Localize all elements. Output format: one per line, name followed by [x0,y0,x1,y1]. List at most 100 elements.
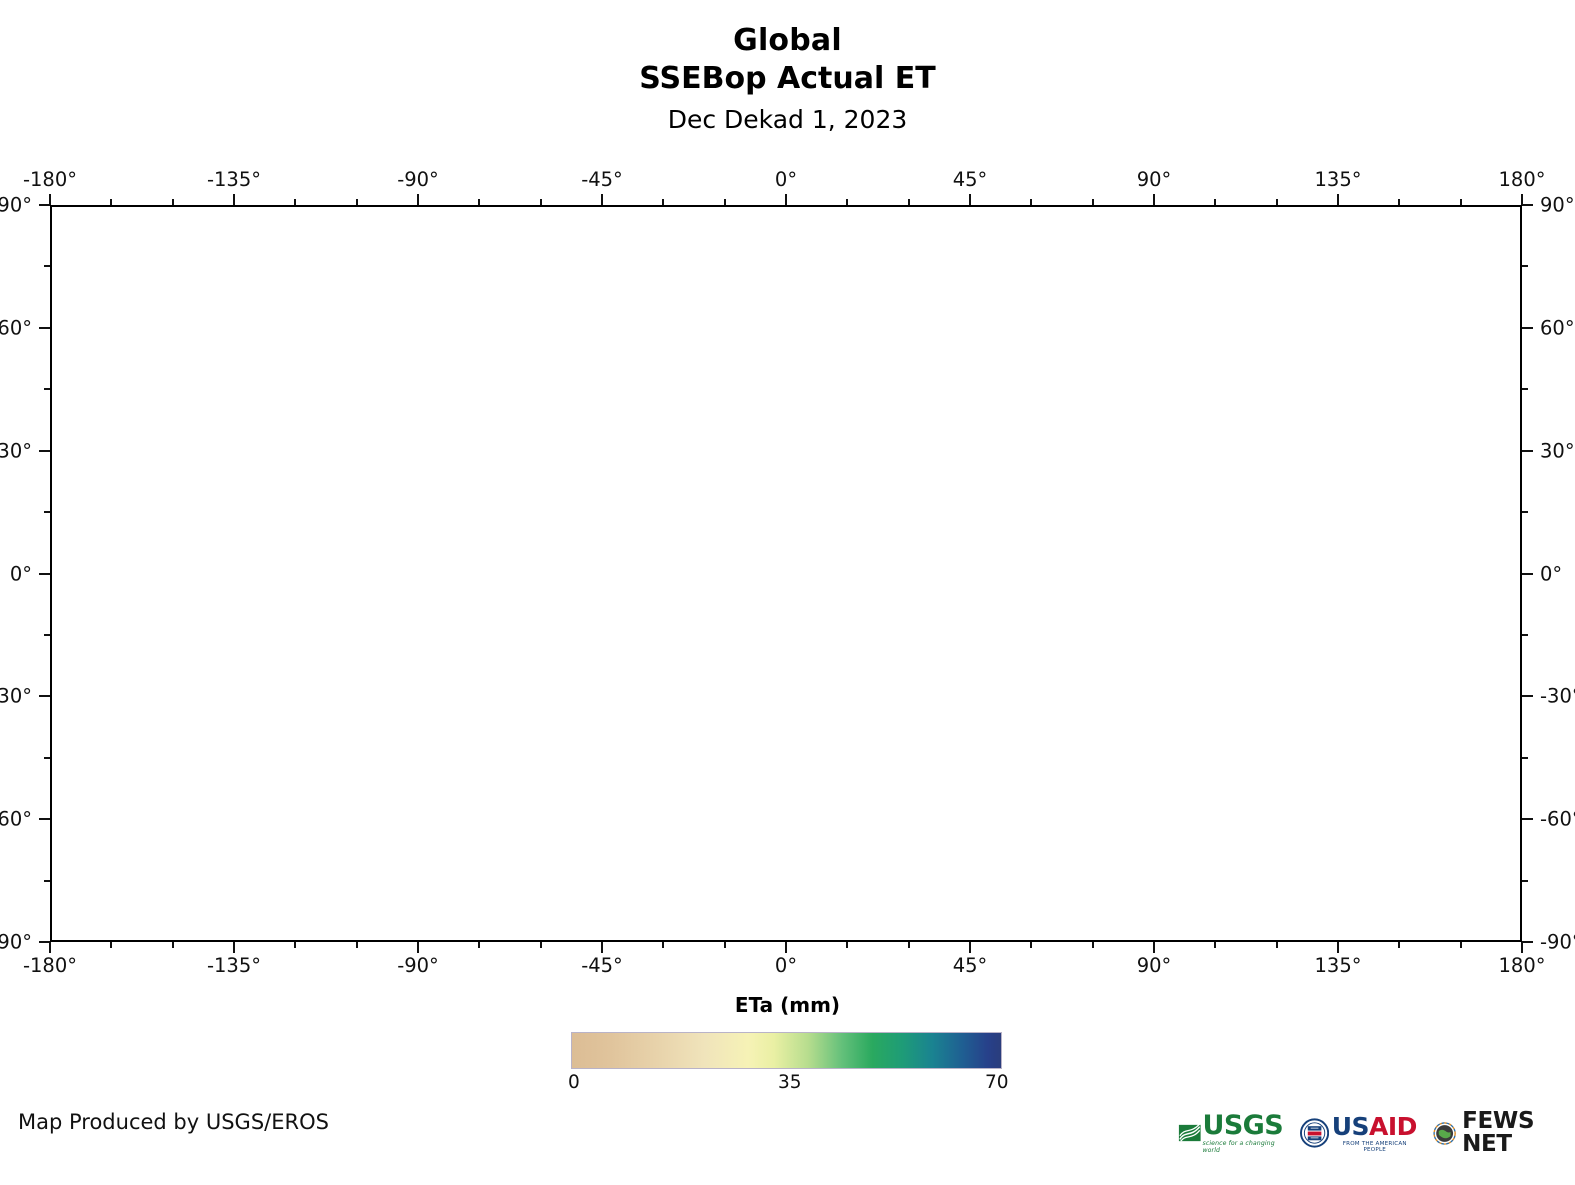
xtick-top-150 [1398,199,1401,205]
xtick-top-15 [846,199,849,205]
ytick-right-90 [1522,204,1533,206]
ytick-right-30 [1522,449,1533,452]
ylabel-right--90: -90° [1540,930,1575,954]
xtick-bottom--30 [662,942,665,948]
xtick-bottom-120 [1275,942,1278,948]
colorbar-min-label: 0 [568,1072,580,1093]
xtick-top--90 [417,194,419,205]
xtick-top--15 [723,199,726,205]
ytick-right--60 [1522,818,1533,821]
page-subtitle: SSEBop Actual ET [639,61,936,97]
ytick-left--45 [44,756,50,759]
map-plot [50,205,1522,942]
xtick-bottom--45 [601,942,603,953]
ylabel-right-0: 0° [1540,562,1563,585]
logo-strip: USGS science for a changing world USAID … [1178,1110,1575,1156]
ytick-left-30 [39,449,50,452]
ytick-left--60 [39,818,50,821]
xtick-top-165 [1459,199,1462,205]
usaid-wordmark: USAID [1332,1114,1418,1139]
ytick-right-15 [1522,511,1528,514]
xtick-bottom--165 [110,942,113,948]
xtick-bottom--15 [723,942,726,948]
xtick-top--150 [171,199,174,205]
map-credit: Map Produced by USGS/EROS [18,1110,329,1134]
xlabel-bottom-0: 0° [774,954,798,977]
ytick-left-15 [44,511,50,514]
xtick-top--60 [539,199,542,205]
xlabel-bottom--135: -135° [206,954,262,977]
xtick-top-60 [1030,199,1033,205]
xlabel-top--90: -90° [397,168,439,191]
ytick-left--15 [44,633,50,636]
xtick-top-30 [907,199,910,205]
ytick-right--90 [1522,941,1533,943]
xlabel-bottom--45: -45° [581,954,623,977]
xtick-top-0 [785,194,787,205]
colorbar-gradient [571,1032,1002,1069]
ylabel-left-60: 60° [0,316,32,340]
ytick-right-0 [1522,572,1533,575]
xtick-bottom--180 [49,942,51,953]
usaid-tagline: FROM THE AMERICAN PEOPLE [1342,1140,1407,1153]
xlabel-top--180: -180° [22,168,78,191]
xtick-bottom--75 [478,942,481,948]
xtick-top-90 [1153,194,1155,205]
xtick-top--120 [294,199,297,205]
xtick-bottom-45 [969,942,971,953]
page-title: Global [733,23,842,58]
colorbar-title: ETa (mm) [734,993,841,1017]
ylabel-left-0: 0° [9,562,32,585]
fewsnet-logo[interactable]: FEWS NET [1432,1110,1575,1156]
xtick-bottom-165 [1459,942,1462,948]
ytick-right--15 [1522,633,1528,636]
xtick-top--75 [478,199,481,205]
ytick-right--75 [1522,879,1528,882]
xtick-top-45 [969,194,971,205]
ylabel-right-60: 60° [1540,316,1575,340]
ytick-left--30 [39,695,50,698]
xtick-bottom--120 [294,942,297,948]
xtick-bottom--135 [233,942,235,953]
fewsnet-globe-icon [1433,1121,1456,1145]
xtick-bottom-0 [785,942,787,953]
xtick-top-75 [1091,199,1094,205]
xtick-top--180 [49,194,51,205]
xlabel-top-0: 0° [774,168,798,191]
ylabel-right--30: -30° [1540,684,1575,708]
usgs-logo[interactable]: USGS science for a changing world [1178,1112,1286,1154]
xlabel-bottom-180: 180° [1498,954,1546,977]
xlabel-bottom-90: 90° [1136,954,1172,977]
xtick-bottom-60 [1030,942,1033,948]
xlabel-bottom-45: 45° [952,954,988,977]
ytick-right-75 [1522,265,1528,268]
xlabel-top-180: 180° [1498,168,1546,191]
xlabel-top--45: -45° [581,168,623,191]
ylabel-right--60: -60° [1540,807,1575,831]
xtick-top-135 [1337,194,1339,205]
xtick-top-180 [1521,194,1523,205]
ytick-right--45 [1522,756,1528,759]
xtick-top-105 [1214,199,1217,205]
xtick-bottom-15 [846,942,849,948]
usgs-tagline: science for a changing world [1202,1140,1275,1154]
ylabel-left-90: 90° [0,193,32,217]
ytick-right-60 [1522,326,1533,329]
colorbar-max-label: 70 [985,1072,1009,1093]
usaid-us: US [1331,1111,1370,1141]
xtick-top--105 [355,199,358,205]
fewsnet-wordmark: FEWS NET [1462,1108,1535,1157]
ytick-left-60 [39,326,50,329]
ylabel-left--60: -60° [0,807,32,831]
xtick-bottom--105 [355,942,358,948]
ytick-left-75 [44,265,50,268]
ytick-left--90 [39,941,50,943]
usgs-mark-icon [1178,1123,1201,1142]
ylabel-right-30: 30° [1540,439,1575,463]
usaid-logo[interactable]: USAID FROM THE AMERICAN PEOPLE [1299,1114,1418,1153]
usaid-aid: AID [1369,1111,1417,1141]
ytick-left-45 [44,388,50,391]
ytick-left-90 [39,204,50,206]
xtick-bottom--150 [171,942,174,948]
xtick-top-120 [1275,199,1278,205]
